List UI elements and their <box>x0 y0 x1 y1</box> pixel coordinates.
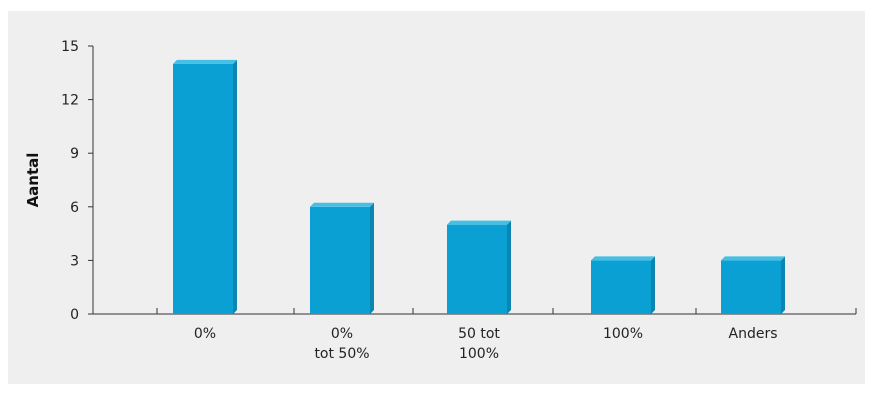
bar <box>447 220 511 314</box>
y-tick-label: 9 <box>70 146 79 162</box>
y-tick-label: 6 <box>70 200 79 216</box>
bar-top <box>173 59 237 64</box>
x-tick-label: Anders <box>729 326 778 342</box>
bar-side <box>507 220 511 314</box>
bar-top <box>591 256 655 261</box>
y-axis-title: Aantal <box>24 153 42 208</box>
x-tick-label: 100% <box>603 326 643 342</box>
bar <box>591 256 655 314</box>
bar-top <box>310 202 374 207</box>
bar-front <box>173 63 233 314</box>
x-tick-label: 100% <box>459 346 499 362</box>
bar-side <box>781 256 785 314</box>
bar-side <box>370 202 374 314</box>
y-tick-label: 3 <box>70 253 79 269</box>
bar-top <box>721 256 785 261</box>
labels: 0 3 6 9 12 15 Aantal 0% 0% tot 50% 50 tot 100% 100% A… <box>24 39 778 362</box>
bar-side <box>233 59 237 314</box>
x-tick-label: 50 tot <box>458 326 500 342</box>
bar-front <box>447 224 507 314</box>
bar <box>721 256 785 314</box>
chart-panel: 0 3 6 9 12 15 Aantal 0% 0% tot 50% 50 tot 100% 100% A… <box>8 11 865 384</box>
bar-front <box>721 260 781 314</box>
bar <box>173 59 237 314</box>
bars <box>173 59 785 314</box>
bar <box>310 202 374 314</box>
x-tick-label: 0% <box>194 326 216 342</box>
y-tick-label: 0 <box>70 307 79 323</box>
bar-front <box>310 206 370 314</box>
bar-side <box>651 256 655 314</box>
bar-top <box>447 220 511 225</box>
x-tick-label: 0% <box>331 326 353 342</box>
bar-front <box>591 260 651 314</box>
y-tick-label: 15 <box>61 39 79 55</box>
bar-chart: 0 3 6 9 12 15 Aantal 0% 0% tot 50% 50 tot 100% 100% A… <box>24 39 857 362</box>
x-tick-label: tot 50% <box>314 346 369 362</box>
y-tick-label: 12 <box>61 93 79 109</box>
